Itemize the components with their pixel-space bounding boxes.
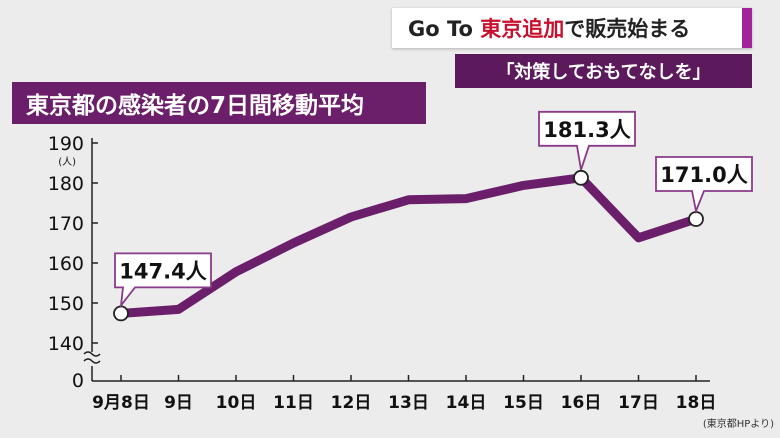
subheadline: 「対策しておもてなしを」 — [455, 54, 752, 88]
x-tick-label: 14日 — [446, 393, 487, 413]
x-tick-label: 13日 — [388, 393, 429, 413]
y-zero-label: 0 — [72, 370, 84, 392]
y-tick-label: 140 — [48, 333, 84, 355]
x-tick-label: 9日 — [164, 393, 193, 413]
x-tick-label: 12日 — [331, 393, 372, 413]
y-axis-unit: (人) — [58, 156, 76, 168]
headline-stripe — [742, 8, 752, 48]
axis-break-mark — [83, 358, 101, 364]
x-tick-label: 17日 — [618, 393, 659, 413]
y-tick-label: 190 — [48, 133, 84, 155]
data-label-callout — [114, 252, 212, 309]
data-label-callout — [538, 110, 636, 171]
highlight-marker — [113, 305, 129, 322]
x-tick-label: 10日 — [216, 393, 257, 413]
y-tick-label: 160 — [48, 253, 84, 275]
headline-part3: で販売始まる — [564, 17, 691, 41]
y-tick-label: 180 — [48, 173, 84, 195]
highlight-marker — [573, 169, 589, 186]
source-note: (東京都HPより) — [702, 419, 774, 430]
y-tick-label: 170 — [48, 213, 84, 235]
headline-part1: Go To — [408, 17, 481, 41]
x-tick-label: 16日 — [561, 393, 602, 413]
x-tick-label: 11日 — [273, 393, 314, 413]
data-label: 147.4人 — [119, 259, 206, 283]
data-label-callout — [655, 156, 753, 215]
axis-break-mark — [83, 351, 101, 357]
headline-accent: 東京追加 — [480, 17, 565, 41]
data-label: 171.0人 — [660, 163, 747, 187]
y-tick-label: 150 — [48, 293, 84, 315]
data-label: 181.3人 — [543, 118, 630, 142]
highlight-marker — [688, 211, 704, 227]
x-tick-label: 15日 — [503, 393, 544, 413]
series-line — [116, 173, 701, 318]
x-tick-label: 9月8日 — [92, 393, 150, 413]
headline-text: Go To 東京追加で販売始まる — [392, 13, 690, 43]
x-tick-label: 18日 — [676, 393, 717, 413]
headline-banner: Go To 東京追加で販売始まる — [392, 8, 752, 48]
chart-title: 東京都の感染者の7日間移動平均 — [12, 82, 426, 124]
